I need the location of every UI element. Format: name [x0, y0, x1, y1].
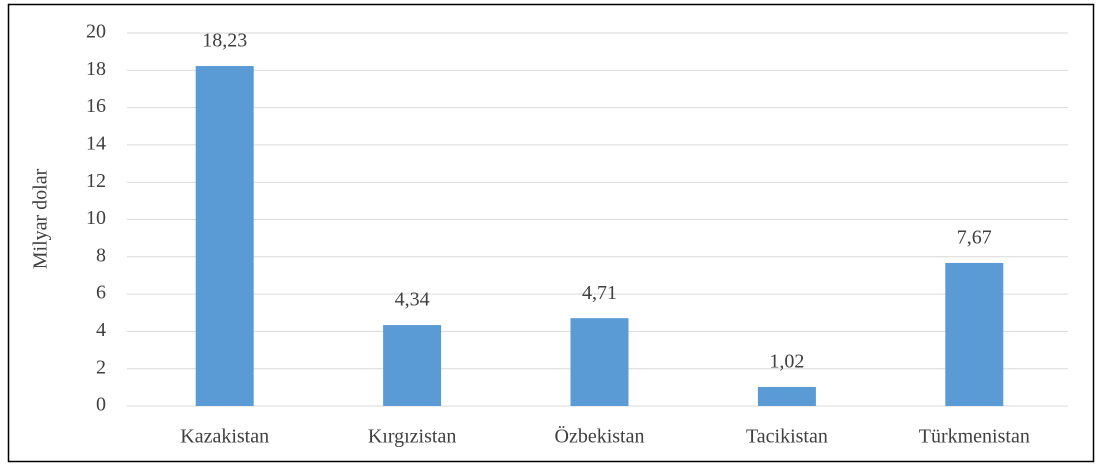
y-tick-label: 0	[96, 394, 106, 416]
bar	[195, 66, 254, 406]
x-tick-label: Kırgızistan	[368, 426, 457, 448]
data-label: 18,23	[202, 30, 247, 52]
data-label: 4,71	[582, 282, 617, 304]
y-tick-label: 20	[86, 21, 106, 43]
data-label: 4,34	[395, 289, 430, 311]
y-tick-label: 8	[96, 244, 106, 266]
y-tick-label: 18	[86, 58, 106, 80]
x-tick-label: Kazakistan	[180, 426, 269, 448]
x-tick-label: Tacikistan	[746, 426, 828, 448]
x-tick-label: Türkmenistan	[919, 426, 1030, 448]
data-label: 7,67	[957, 227, 992, 249]
bar	[383, 325, 442, 406]
bar	[570, 318, 629, 406]
y-tick-label: 14	[86, 132, 106, 154]
chart-border	[7, 3, 1095, 463]
data-label: 1,02	[769, 351, 804, 373]
y-tick-label: 4	[96, 319, 106, 341]
y-axis-label: Milyar dolar	[30, 168, 52, 269]
y-tick-label: 10	[86, 207, 106, 229]
y-tick-label: 16	[86, 95, 106, 117]
y-tick-label: 2	[96, 356, 106, 378]
y-tick-label: 12	[86, 170, 106, 192]
bar	[757, 386, 816, 406]
y-tick-label: 6	[96, 282, 106, 304]
x-tick-label: Özbekistan	[555, 425, 645, 448]
bar	[945, 262, 1004, 406]
